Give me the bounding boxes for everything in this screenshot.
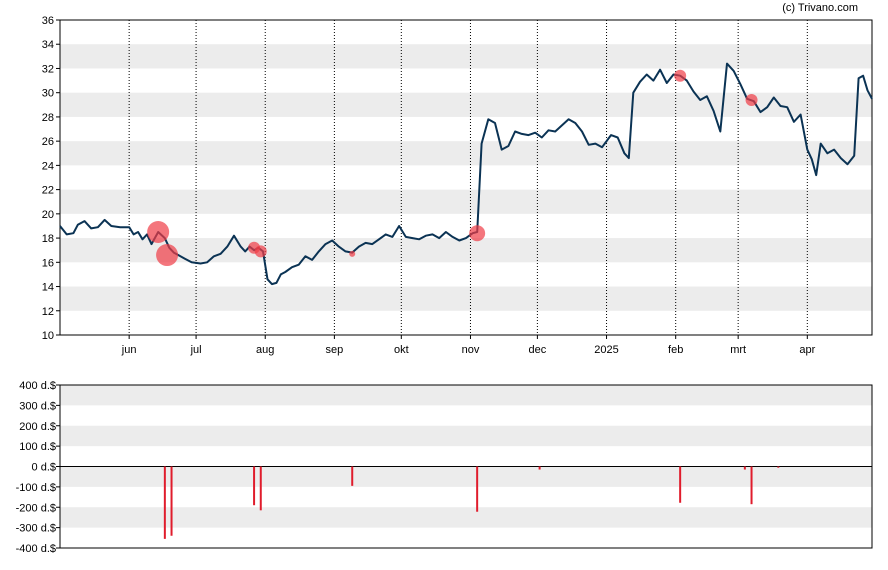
trade-marker xyxy=(254,245,267,258)
volume-y-tick-label: -100 d.$ xyxy=(16,482,56,494)
volume-y-tick-label: 300 d.$ xyxy=(19,400,56,412)
volume-band xyxy=(60,466,872,487)
y-tick-label: 28 xyxy=(42,112,54,124)
x-tick-label: sep xyxy=(326,344,344,356)
trade-marker xyxy=(674,69,687,82)
volume-band xyxy=(60,507,872,528)
volume-y-tick-label: 0 d.$ xyxy=(32,462,56,474)
y-tick-label: 32 xyxy=(42,63,54,75)
volume-plot-frame xyxy=(59,384,873,549)
x-tick-label: jun xyxy=(121,344,137,356)
price-band xyxy=(60,238,872,263)
y-tick-label: 24 xyxy=(42,160,54,172)
volume-y-tick-label: 100 d.$ xyxy=(19,441,56,453)
x-tick-label: nov xyxy=(462,344,480,356)
y-tick-label: 16 xyxy=(42,257,54,269)
x-tick-label: 2025 xyxy=(594,344,618,356)
y-tick-label: 34 xyxy=(42,39,54,51)
trade-marker xyxy=(469,225,486,242)
x-tick-label: mrt xyxy=(730,344,746,356)
price-band xyxy=(60,141,872,166)
volume-y-tick-label: 200 d.$ xyxy=(19,421,56,433)
y-tick-label: 20 xyxy=(42,209,54,221)
trade-marker xyxy=(156,244,179,267)
volume-y-tick-label: -300 d.$ xyxy=(16,523,56,535)
x-tick-label: dec xyxy=(529,344,547,356)
volume-band xyxy=(60,385,872,406)
trade-marker xyxy=(147,221,170,244)
y-tick-label: 14 xyxy=(42,282,54,294)
credit-label: (c) Trivano.com xyxy=(782,2,858,14)
y-tick-label: 10 xyxy=(42,330,54,342)
x-tick-label: aug xyxy=(256,344,274,356)
y-tick-label: 12 xyxy=(42,306,54,318)
volume-y-tick-label: 400 d.$ xyxy=(19,380,56,392)
trade-marker xyxy=(745,93,758,106)
y-tick-label: 18 xyxy=(42,233,54,245)
price-band xyxy=(60,92,872,117)
x-tick-label: okt xyxy=(394,344,409,356)
x-tick-label: jul xyxy=(190,344,202,356)
volume-y-tick-label: -400 d.$ xyxy=(16,543,56,555)
price-band xyxy=(60,189,872,214)
trade-marker xyxy=(349,250,356,257)
y-tick-label: 36 xyxy=(42,15,54,27)
y-tick-label: 22 xyxy=(42,185,54,197)
price-band xyxy=(60,286,872,311)
price-band xyxy=(60,44,872,69)
price-line xyxy=(59,62,873,286)
x-tick-label: apr xyxy=(799,344,815,356)
volume-y-tick-label: -200 d.$ xyxy=(16,502,56,514)
volume-band xyxy=(60,425,872,447)
price-plot-frame xyxy=(59,19,873,336)
y-tick-label: 30 xyxy=(42,88,54,100)
x-tick-label: feb xyxy=(668,344,683,356)
y-tick-label: 26 xyxy=(42,136,54,148)
